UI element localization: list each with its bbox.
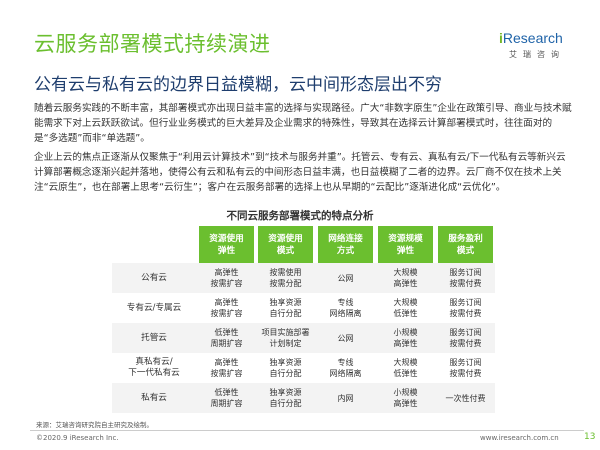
table-row-background bbox=[112, 383, 495, 413]
iresearch-logo: iResearch 艾瑞咨询 bbox=[499, 30, 569, 74]
table-cell: 小规模 高弹性 bbox=[393, 388, 418, 408]
logo-text: Research bbox=[502, 30, 563, 46]
page-title: 云服务部署模式持续演进 bbox=[34, 32, 271, 56]
table-header-cell: 资源使用 弹性 bbox=[199, 226, 254, 263]
logo-i: i bbox=[499, 30, 503, 46]
table-cell: 高弹性 按需扩容 bbox=[210, 268, 243, 288]
table-title: 不同云服务部署模式的特点分析 bbox=[226, 210, 374, 222]
table-cell: 公网 bbox=[337, 273, 354, 283]
table-cell: 服务订阅 按需付费 bbox=[449, 298, 482, 318]
copyright: ©2020.9 iResearch Inc. bbox=[36, 434, 119, 442]
table-cell: 独享资源 自行分配 bbox=[269, 358, 302, 378]
row-label: 公有云 bbox=[141, 272, 167, 283]
table-cell: 按需使用 按需分配 bbox=[269, 268, 302, 288]
table-row-background bbox=[112, 263, 495, 293]
footer-divider bbox=[30, 430, 584, 431]
table-row-background bbox=[112, 323, 495, 353]
paragraph-intro: 随着云服务实践的不断丰富，其部署模式亦出现日益丰富的选择与实现路径。广大“非数字… bbox=[34, 103, 572, 144]
table-cell: 独享资源 自行分配 bbox=[269, 298, 302, 318]
table-header-cell: 资源使用 模式 bbox=[258, 226, 313, 263]
table-cell: 内网 bbox=[337, 393, 354, 403]
footer-url[interactable]: www.iresearch.com.cn bbox=[480, 434, 559, 442]
table-cell: 服务订阅 按需付费 bbox=[449, 328, 482, 348]
slide-subtitle: 公有云与私有云的边界日益模糊，云中间形态层出不穷 bbox=[34, 75, 442, 95]
paragraph-focus: 企业上云的焦点正逐渐从仅聚焦于“利用云计算技术”到“技术与服务并重”。托管云、专… bbox=[34, 152, 566, 193]
table-cell: 低弹性 周期扩容 bbox=[210, 328, 243, 348]
row-label: 托管云 bbox=[141, 332, 167, 343]
table-cell: 服务订阅 按需付费 bbox=[449, 268, 482, 288]
table-cell: 大规模 高弹性 bbox=[393, 268, 418, 288]
table-cell: 专线 网络隔离 bbox=[329, 358, 362, 378]
table-header-cell: 资源规模 弹性 bbox=[378, 226, 433, 263]
table-cell: 大规模 低弹性 bbox=[393, 358, 418, 378]
table-cell: 高弹性 按需扩容 bbox=[210, 358, 243, 378]
logo-subtitle: 艾瑞咨询 bbox=[509, 50, 565, 59]
table-cell: 低弹性 周期扩容 bbox=[210, 388, 243, 408]
row-label: 私有云 bbox=[141, 392, 167, 403]
page-number: 13 bbox=[584, 432, 596, 442]
table-cell: 独享资源 自行分配 bbox=[269, 388, 302, 408]
table-cell: 一次性付费 bbox=[445, 393, 486, 403]
table-header-cell: 服务盈利 模式 bbox=[438, 226, 493, 263]
table-cell: 项目实施部署 计划制定 bbox=[261, 328, 310, 348]
logo-wordmark: iResearch bbox=[499, 30, 569, 46]
table-cell: 小规模 高弹性 bbox=[393, 328, 418, 348]
table-cell: 专线 网络隔离 bbox=[329, 298, 362, 318]
table-header-cell: 网络连接 方式 bbox=[318, 226, 373, 263]
row-label: 真私有云/ 下一代私有云 bbox=[128, 357, 180, 378]
row-label: 专有云/专属云 bbox=[126, 302, 182, 313]
source-note: 来源：艾瑞咨询研究院自主研究及绘制。 bbox=[36, 421, 153, 429]
table-cell: 服务订阅 按需付费 bbox=[449, 358, 482, 378]
table-cell: 公网 bbox=[337, 333, 354, 343]
table-cell: 高弹性 按需扩容 bbox=[210, 298, 243, 318]
table-cell: 大规模 低弹性 bbox=[393, 298, 418, 318]
